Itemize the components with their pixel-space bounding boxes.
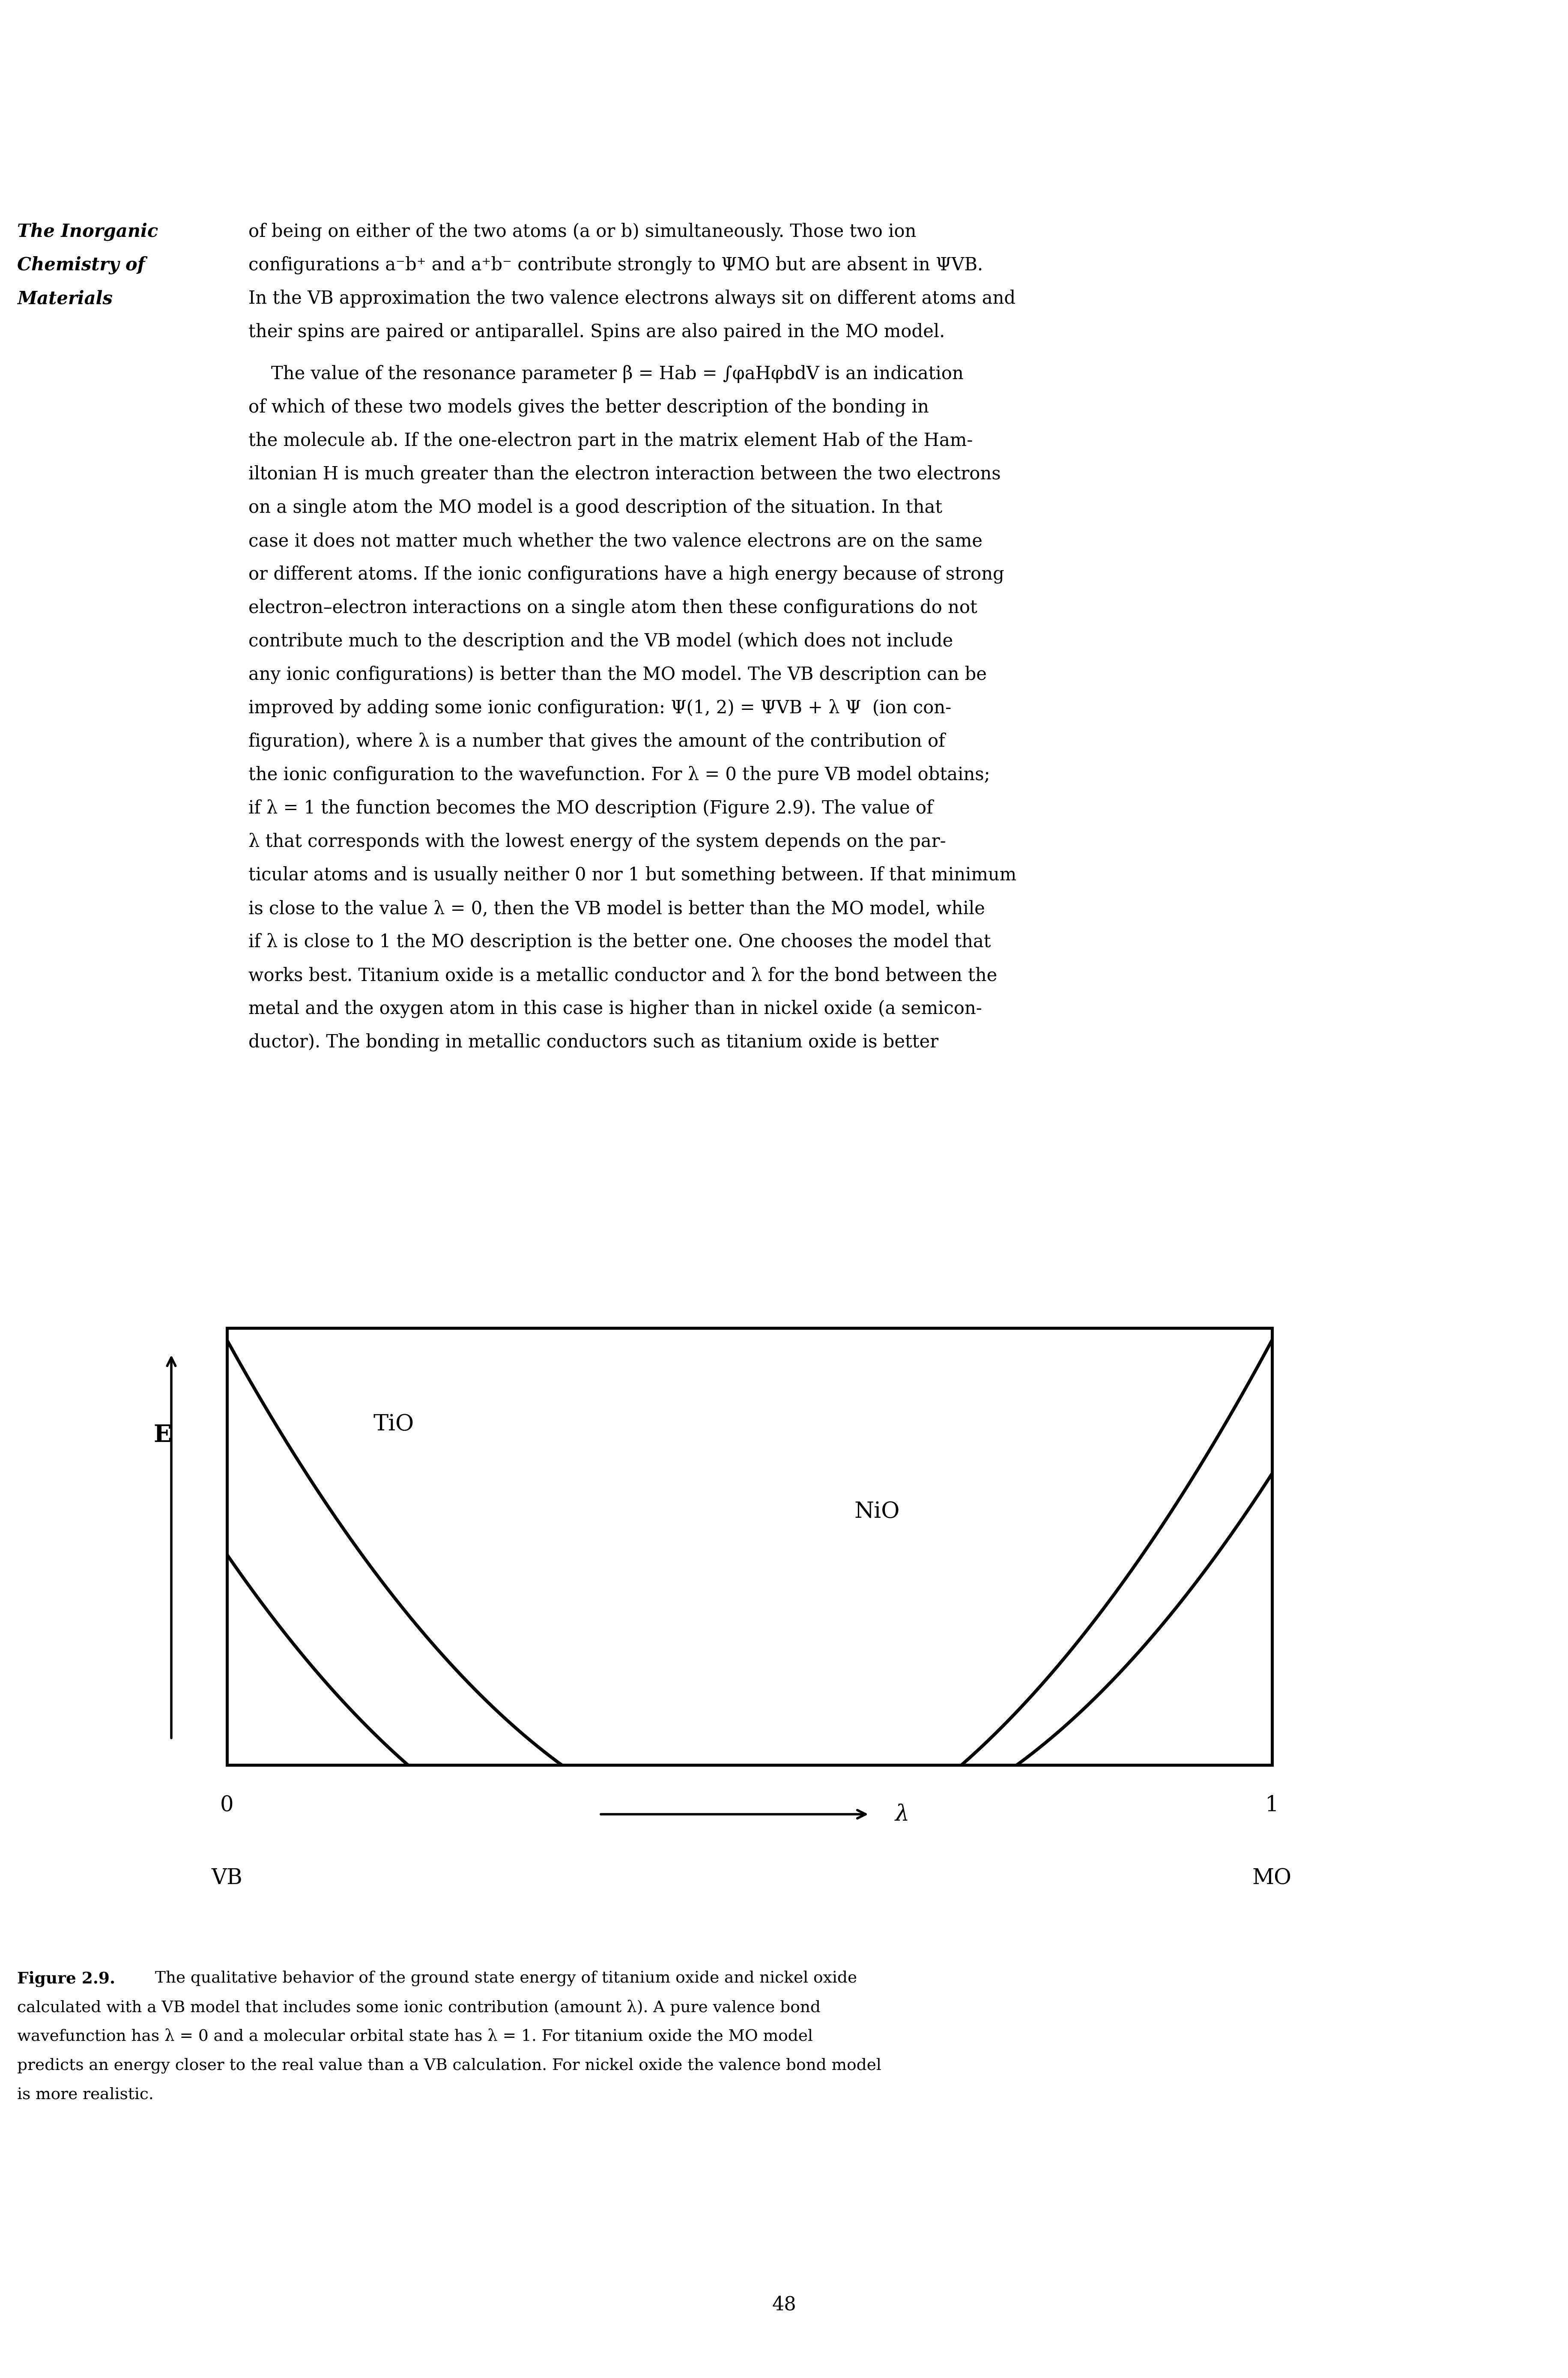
- Text: improved by adding some ionic configuration: Ψ(1, 2) = ΨVB + λ Ψ  (ion con-: improved by adding some ionic configurat…: [248, 699, 952, 718]
- Text: The Inorganic: The Inorganic: [17, 224, 158, 240]
- Text: The value of the resonance parameter β = Hab = ∫φaHφbdV is an indication: The value of the resonance parameter β =…: [248, 364, 963, 383]
- Text: Chemistry of: Chemistry of: [17, 257, 144, 273]
- Text: the ionic configuration to the wavefunction. For λ = 0 the pure VB model obtains: the ionic configuration to the wavefunct…: [248, 766, 989, 785]
- Text: The qualitative behavior of the ground state energy of titanium oxide and nickel: The qualitative behavior of the ground s…: [151, 1971, 856, 1986]
- Text: case it does not matter much whether the two valence electrons are on the same: case it does not matter much whether the…: [248, 533, 982, 549]
- Text: NiO: NiO: [855, 1501, 900, 1522]
- Text: VB: VB: [212, 1867, 243, 1888]
- Text: In the VB approximation the two valence electrons always sit on different atoms : In the VB approximation the two valence …: [248, 290, 1014, 307]
- Text: is close to the value λ = 0, then the VB model is better than the MO model, whil: is close to the value λ = 0, then the VB…: [248, 899, 985, 918]
- Text: contribute much to the description and the VB model (which does not include: contribute much to the description and t…: [248, 633, 953, 649]
- Text: any ionic configurations) is better than the MO model. The VB description can be: any ionic configurations) is better than…: [248, 666, 986, 685]
- Text: calculated with a VB model that includes some ionic contribution (amount λ). A p: calculated with a VB model that includes…: [17, 2000, 820, 2017]
- Text: the molecule ab. If the one-electron part in the matrix element Hab of the Ham-: the molecule ab. If the one-electron par…: [248, 433, 972, 449]
- Text: their spins are paired or antiparallel. Spins are also paired in the MO model.: their spins are paired or antiparallel. …: [248, 323, 944, 340]
- Text: 48: 48: [771, 2295, 797, 2314]
- Text: if λ = 1 the function becomes the MO description (Figure 2.9). The value of: if λ = 1 the function becomes the MO des…: [248, 799, 933, 818]
- Text: metal and the oxygen atom in this case is higher than in nickel oxide (a semicon: metal and the oxygen atom in this case i…: [248, 999, 982, 1018]
- Text: TiO: TiO: [373, 1413, 414, 1434]
- Text: λ: λ: [895, 1803, 909, 1826]
- Text: works best. Titanium oxide is a metallic conductor and λ for the bond between th: works best. Titanium oxide is a metallic…: [248, 965, 997, 984]
- Text: of being on either of the two atoms (a or b) simultaneously. Those two ion: of being on either of the two atoms (a o…: [248, 224, 916, 240]
- Text: MO: MO: [1251, 1867, 1292, 1888]
- Text: Figure 2.9.: Figure 2.9.: [17, 1971, 114, 1986]
- Text: if λ is close to 1 the MO description is the better one. One chooses the model t: if λ is close to 1 the MO description is…: [248, 932, 991, 951]
- Text: ductor). The bonding in metallic conductors such as titanium oxide is better: ductor). The bonding in metallic conduct…: [248, 1034, 938, 1051]
- Text: electron–electron interactions on a single atom then these configurations do not: electron–electron interactions on a sing…: [248, 599, 977, 618]
- Text: λ that corresponds with the lowest energy of the system depends on the par-: λ that corresponds with the lowest energ…: [248, 832, 946, 851]
- Text: on a single atom the MO model is a good description of the situation. In that: on a single atom the MO model is a good …: [248, 499, 942, 516]
- Text: predicts an energy closer to the real value than a VB calculation. For nickel ox: predicts an energy closer to the real va…: [17, 2057, 881, 2074]
- Text: or different atoms. If the ionic configurations have a high energy because of st: or different atoms. If the ionic configu…: [248, 566, 1004, 583]
- Text: is more realistic.: is more realistic.: [17, 2088, 154, 2102]
- Text: wavefunction has λ = 0 and a molecular orbital state has λ = 1. For titanium oxi: wavefunction has λ = 0 and a molecular o…: [17, 2028, 812, 2045]
- Text: iltonian H is much greater than the electron interaction between the two electro: iltonian H is much greater than the elec…: [248, 466, 1000, 483]
- Text: configurations a⁻b⁺ and a⁺b⁻ contribute strongly to ΨMO but are absent in ΨVB.: configurations a⁻b⁺ and a⁺b⁻ contribute …: [248, 257, 983, 273]
- Text: Materials: Materials: [17, 290, 113, 307]
- Text: ticular atoms and is usually neither 0 nor 1 but something between. If that mini: ticular atoms and is usually neither 0 n…: [248, 866, 1016, 885]
- Text: 1: 1: [1265, 1795, 1278, 1817]
- Text: E: E: [154, 1424, 172, 1446]
- Text: figuration), where λ is a number that gives the amount of the contribution of: figuration), where λ is a number that gi…: [248, 732, 946, 751]
- Text: of which of these two models gives the better description of the bonding in: of which of these two models gives the b…: [248, 400, 928, 416]
- Text: 0: 0: [220, 1795, 234, 1817]
